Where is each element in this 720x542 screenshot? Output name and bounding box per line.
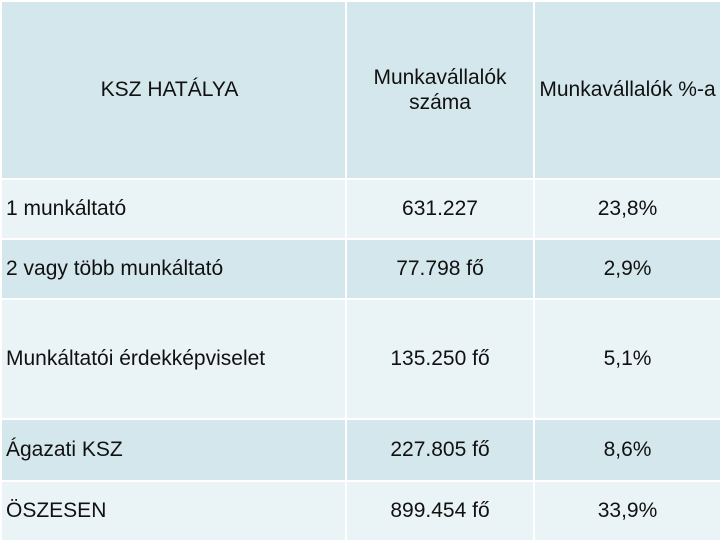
header-employee-percent: Munkavállalók %-a [533, 0, 720, 180]
table-row: 1 munkáltató 631.227 23,8% [0, 178, 720, 240]
row-count: 899.454 fő [345, 480, 535, 542]
table-row: 2 vagy több munkáltató 77.798 fő 2,9% [0, 238, 720, 300]
row-percent: 2,9% [533, 238, 720, 300]
row-count: 227.805 fő [345, 418, 535, 482]
table-header-row: KSZ HATÁLYA Munkavállalók száma Munkavál… [0, 0, 720, 180]
header-employee-count: Munkavállalók száma [345, 0, 535, 180]
row-label: Munkáltatói érdekképviselet [0, 298, 347, 420]
row-label: 2 vagy több munkáltató [0, 238, 347, 300]
row-count: 135.250 fő [345, 298, 535, 420]
header-ksz-hatalya: KSZ HATÁLYA [0, 0, 347, 180]
row-percent: 33,9% [533, 480, 720, 542]
row-label: Ágazati KSZ [0, 418, 347, 482]
table-row: Munkáltatói érdekképviselet 135.250 fő 5… [0, 298, 720, 420]
row-percent: 23,8% [533, 178, 720, 240]
row-percent: 5,1% [533, 298, 720, 420]
row-count: 77.798 fő [345, 238, 535, 300]
table-row-total: ÖSZESEN 899.454 fő 33,9% [0, 480, 720, 542]
row-label: 1 munkáltató [0, 178, 347, 240]
row-count: 631.227 [345, 178, 535, 240]
table-row: Ágazati KSZ 227.805 fő 8,6% [0, 418, 720, 482]
row-percent: 8,6% [533, 418, 720, 482]
row-label: ÖSZESEN [0, 480, 347, 542]
